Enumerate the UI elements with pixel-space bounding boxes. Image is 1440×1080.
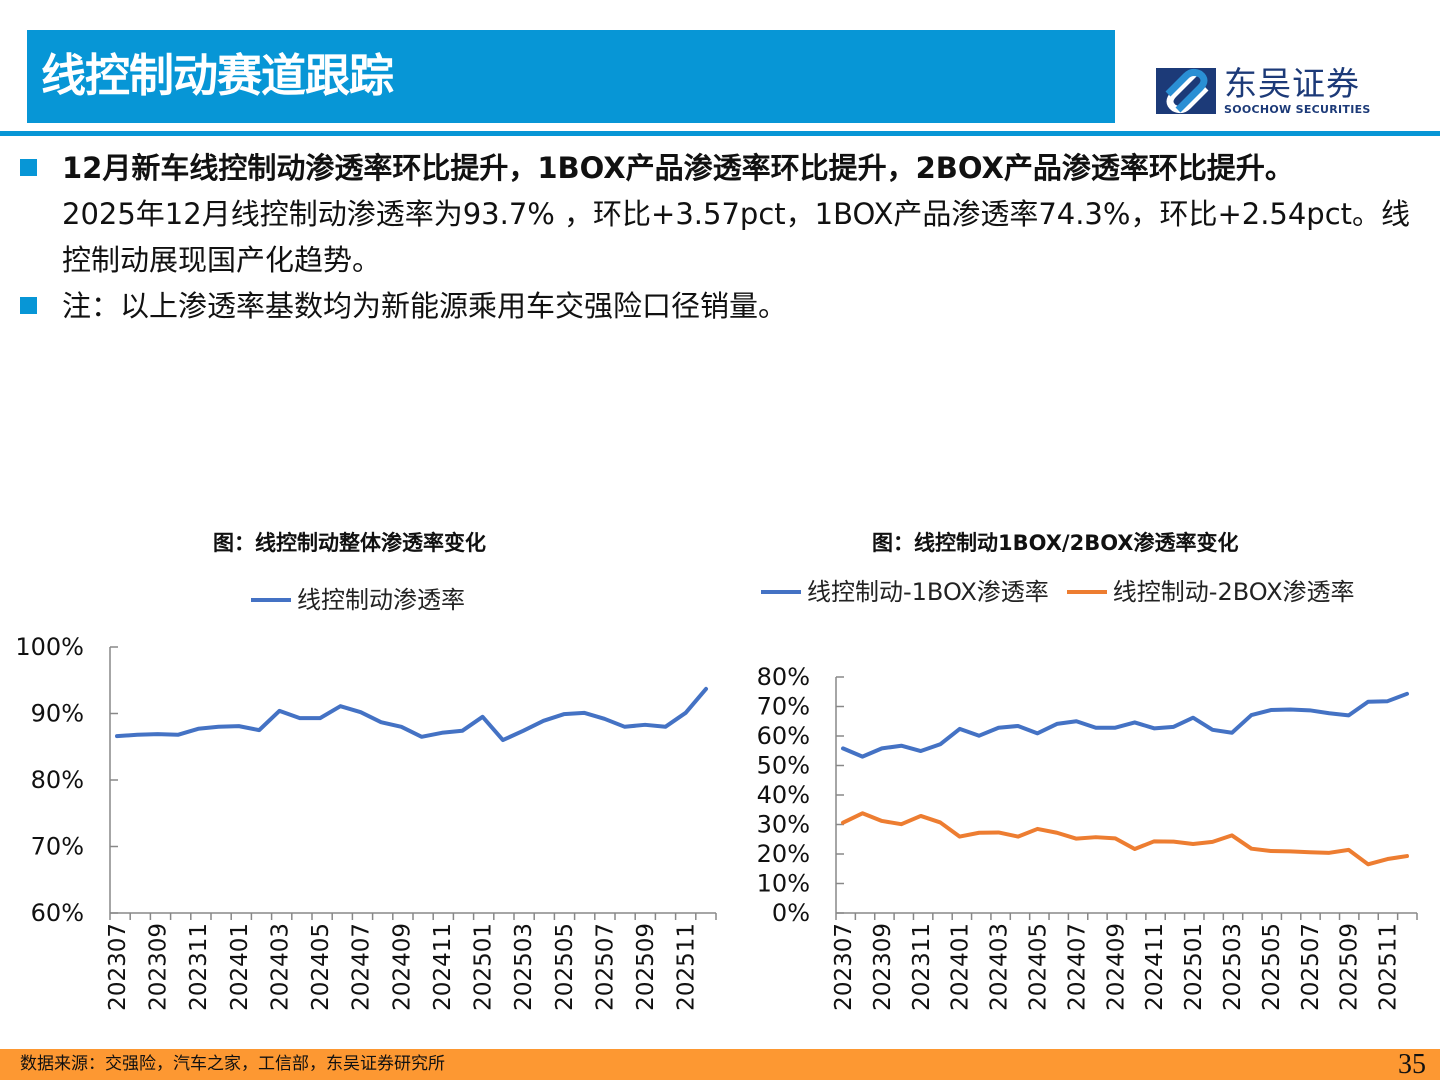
chart1-legend: 线控制动渗透率: [251, 585, 465, 615]
legend-label: 线控制动渗透率: [297, 586, 465, 614]
y-tick-label: 40%: [757, 781, 810, 809]
x-tick-label: 202405: [308, 923, 334, 1011]
y-tick-label: 90%: [31, 700, 84, 728]
x-tick-label: 202503: [1220, 923, 1246, 1011]
bullet-1-headline: 12月新车线控制动渗透率环比提升，1BOX产品渗透率环比提升，2BOX产品渗透率…: [62, 151, 1294, 185]
bullet-1-text: 2025年12月线控制动渗透率为93.7% ，环比+3.57pct，1BOX产品…: [62, 197, 1411, 277]
series-line-1: [841, 691, 1409, 759]
logo-mark-icon: [1156, 68, 1216, 114]
title-bar: 线控制动赛道跟踪: [27, 30, 1115, 123]
bullet-1-body: 12月新车线控制动渗透率环比提升，1BOX产品渗透率环比提升，2BOX产品渗透率…: [62, 145, 1420, 283]
x-tick-label: 202401: [948, 923, 974, 1011]
header-divider: [0, 131, 1440, 136]
x-tick-label: 202503: [511, 923, 537, 1011]
page-title: 线控制动赛道跟踪: [41, 49, 394, 102]
y-tick-label: 50%: [757, 752, 810, 780]
chart1-legend-item: 线控制动渗透率: [251, 585, 465, 615]
chart1-title: 图：线控制动整体渗透率变化: [213, 531, 486, 555]
legend-label: 线控制动-1BOX渗透率: [807, 578, 1049, 606]
x-tick-label: 202403: [987, 923, 1013, 1011]
x-tick-label: 202407: [349, 923, 375, 1011]
x-tick-label: 202509: [1337, 923, 1363, 1011]
bullet-icon: [20, 159, 37, 176]
x-tick-label: 202403: [267, 923, 293, 1011]
x-tick-label: 202507: [1298, 923, 1324, 1011]
y-tick-label: 60%: [757, 722, 810, 750]
y-tick-label: 10%: [757, 870, 810, 898]
x-tick-label: 202507: [592, 923, 618, 1011]
footer-bar: 数据来源：交强险，汽车之家，工信部，东吴证券研究所 35: [0, 1049, 1440, 1080]
y-tick-label: 100%: [15, 633, 84, 661]
logo-text-en: SOOCHOW SECURITIES: [1224, 103, 1371, 116]
legend-label: 线控制动-2BOX渗透率: [1112, 578, 1355, 606]
x-tick-label: 202309: [146, 923, 172, 1011]
bullet-2-text: 注：以上渗透率基数均为新能源乘用车交强险口径销量。: [62, 289, 788, 323]
y-tick-label: 60%: [31, 899, 84, 927]
bullet-icon: [20, 297, 37, 314]
x-tick-label: 202509: [633, 923, 659, 1011]
x-tick-label: 202307: [105, 923, 131, 1011]
chart2-legend-1box: 线控制动-1BOX渗透率: [761, 577, 1049, 607]
x-tick-label: 202407: [1064, 923, 1090, 1011]
series-line-1: [115, 686, 708, 743]
series-line-2: [841, 811, 1409, 867]
soochow-logo: 东吴证券 SOOCHOW SECURITIES: [1156, 62, 1386, 120]
legend-swatch-icon: [761, 590, 801, 594]
y-tick-label: 70%: [31, 833, 84, 861]
x-tick-label: 202511: [1376, 923, 1402, 1011]
page-number: 35: [1398, 1049, 1426, 1080]
data-source: 数据来源：交强险，汽车之家，工信部，东吴证券研究所: [20, 1054, 445, 1074]
y-tick-label: 0%: [772, 899, 810, 927]
x-tick-label: 202409: [1103, 923, 1129, 1011]
bullet-2: 注：以上渗透率基数均为新能源乘用车交强险口径销量。: [20, 283, 1420, 329]
legend-swatch-icon: [1066, 590, 1107, 594]
x-tick-label: 202311: [909, 923, 935, 1011]
legend-swatch-icon: [251, 598, 291, 602]
y-tick-label: 80%: [757, 663, 810, 691]
x-tick-label: 202411: [1142, 923, 1168, 1011]
chart2-legend: 线控制动-1BOX渗透率 线控制动-2BOX渗透率: [761, 577, 1355, 607]
x-tick-label: 202505: [1259, 923, 1285, 1011]
x-tick-label: 202411: [430, 923, 456, 1011]
x-tick-label: 202409: [389, 923, 415, 1011]
logo-words: 东吴证券 SOOCHOW SECURITIES: [1224, 65, 1371, 117]
chart2-legend-2box: 线控制动-2BOX渗透率: [1066, 577, 1355, 607]
y-tick-label: 30%: [757, 811, 810, 839]
bullet-1: 12月新车线控制动渗透率环比提升，1BOX产品渗透率环比提升，2BOX产品渗透率…: [20, 145, 1420, 283]
x-tick-label: 202511: [674, 923, 700, 1011]
y-tick-label: 20%: [757, 840, 810, 868]
x-tick-label: 202501: [471, 923, 497, 1011]
x-tick-label: 202309: [870, 923, 896, 1011]
x-tick-label: 202405: [1025, 923, 1051, 1011]
x-tick-label: 202505: [552, 923, 578, 1011]
chart2-title: 图：线控制动1BOX/2BOX渗透率变化: [872, 531, 1239, 555]
x-tick-label: 202307: [831, 923, 857, 1011]
y-tick-label: 80%: [31, 766, 84, 794]
logo-text-cn: 东吴证券: [1224, 64, 1360, 103]
x-tick-label: 202401: [227, 923, 253, 1011]
y-tick-label: 70%: [757, 693, 810, 721]
x-tick-label: 202311: [186, 923, 212, 1011]
x-tick-label: 202501: [1181, 923, 1207, 1011]
bullet-list: 12月新车线控制动渗透率环比提升，1BOX产品渗透率环比提升，2BOX产品渗透率…: [20, 145, 1420, 329]
